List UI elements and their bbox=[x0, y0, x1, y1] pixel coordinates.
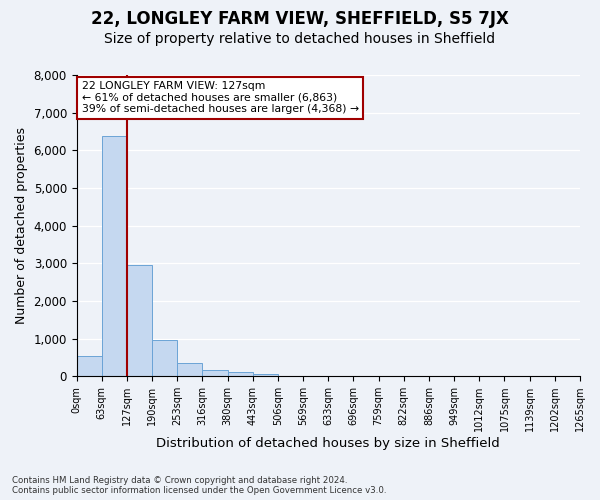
Bar bbox=[127, 265, 152, 376]
Bar bbox=[227, 372, 253, 376]
Text: Contains HM Land Registry data © Crown copyright and database right 2024.
Contai: Contains HM Land Registry data © Crown c… bbox=[12, 476, 386, 495]
Text: 22 LONGLEY FARM VIEW: 127sqm
← 61% of detached houses are smaller (6,863)
39% of: 22 LONGLEY FARM VIEW: 127sqm ← 61% of de… bbox=[82, 81, 359, 114]
Text: Size of property relative to detached houses in Sheffield: Size of property relative to detached ho… bbox=[104, 32, 496, 46]
Bar bbox=[253, 374, 278, 376]
Bar bbox=[178, 364, 202, 376]
Text: 22, LONGLEY FARM VIEW, SHEFFIELD, S5 7JX: 22, LONGLEY FARM VIEW, SHEFFIELD, S5 7JX bbox=[91, 10, 509, 28]
Bar bbox=[77, 356, 102, 376]
Bar bbox=[202, 370, 227, 376]
Bar bbox=[102, 136, 127, 376]
Bar bbox=[152, 340, 178, 376]
Y-axis label: Number of detached properties: Number of detached properties bbox=[15, 127, 28, 324]
X-axis label: Distribution of detached houses by size in Sheffield: Distribution of detached houses by size … bbox=[157, 437, 500, 450]
